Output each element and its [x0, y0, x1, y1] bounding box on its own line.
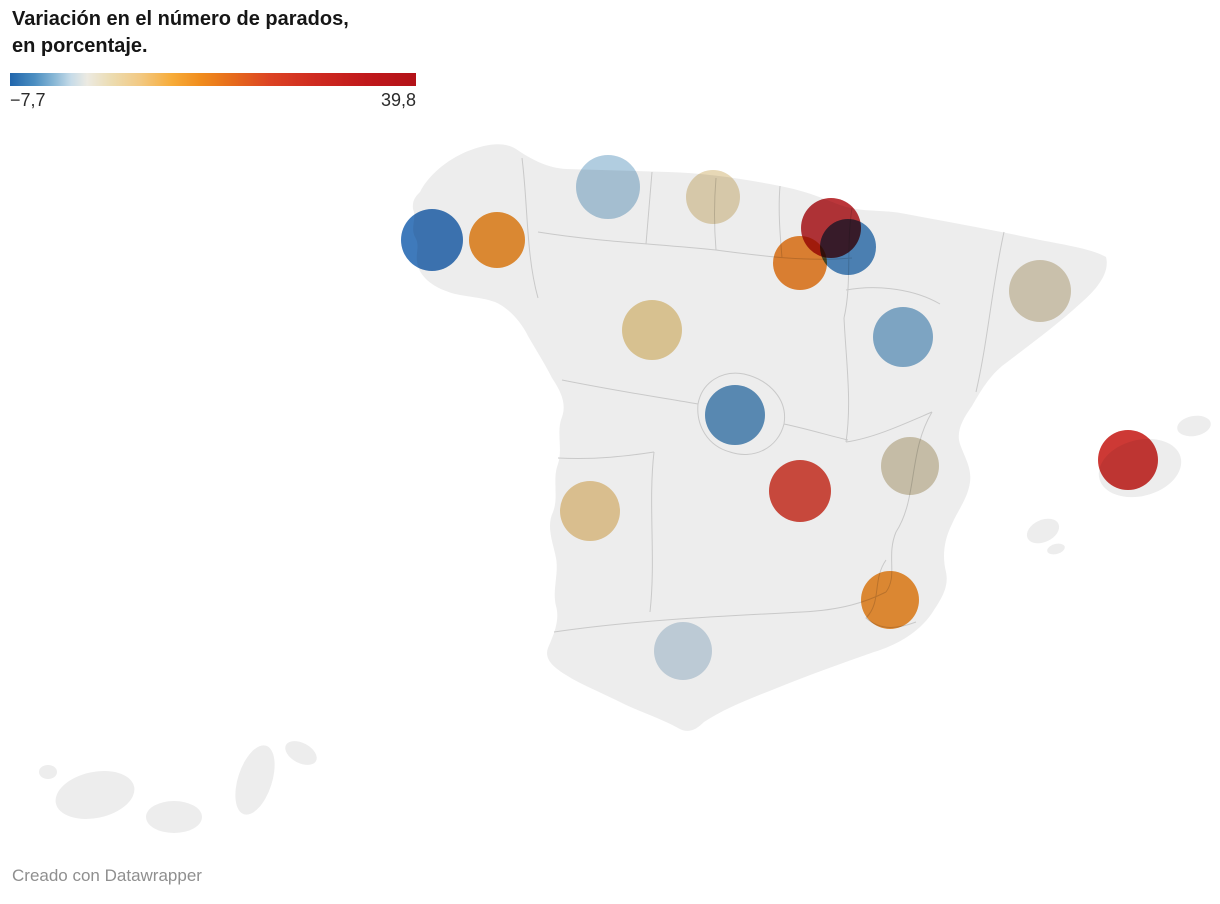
map-symbol-circle-c6[interactable]	[820, 219, 876, 275]
map-symbol-circle-c17[interactable]	[1098, 430, 1158, 490]
canary-island-2	[146, 801, 202, 833]
spain-mainland	[412, 144, 1107, 731]
canary-island-4	[285, 741, 317, 765]
legend-gradient-bar	[10, 73, 416, 86]
map-symbol-circle-c10[interactable]	[622, 300, 682, 360]
map-symbol-circle-c7[interactable]	[773, 236, 827, 290]
symbol-layer	[401, 155, 1158, 680]
legend-max-label: 39,8	[380, 90, 416, 110]
map-symbol-circle-c16[interactable]	[654, 622, 712, 680]
island-ibiza	[1026, 518, 1060, 544]
island-formentera	[1047, 543, 1065, 555]
map-symbol-circle-c4[interactable]	[686, 170, 740, 224]
color-legend: −7,7 39,8	[10, 73, 416, 111]
canary-island-5	[39, 765, 57, 779]
canary-island-1	[55, 771, 135, 819]
map-symbol-circle-c2[interactable]	[469, 212, 525, 268]
chart-title-line-2: en porcentaje.	[12, 35, 148, 57]
map-symbol-circle-c8[interactable]	[873, 307, 933, 367]
legend-labels: −7,7 39,8	[10, 90, 416, 111]
map-symbol-circle-c1[interactable]	[401, 209, 463, 271]
map-symbol-circle-c13[interactable]	[769, 460, 831, 522]
map-symbol-circle-c12[interactable]	[881, 437, 939, 495]
datawrapper-credit[interactable]: Creado con Datawrapper	[12, 866, 202, 885]
map-land-layer	[39, 144, 1211, 833]
chart-title-line-1: Variación en el número de parados,	[12, 8, 349, 30]
island-menorca	[1177, 415, 1211, 437]
map-symbol-circle-c11[interactable]	[705, 385, 765, 445]
map-symbol-circle-c15[interactable]	[861, 571, 919, 629]
map-symbol-circle-c14[interactable]	[560, 481, 620, 541]
map-symbol-circle-c9[interactable]	[1009, 260, 1071, 322]
legend-min-label: −7,7	[10, 90, 46, 110]
chart-header: Variación en el número de parados, en po…	[12, 6, 349, 60]
map-symbol-circle-c3[interactable]	[576, 155, 640, 219]
canary-island-3	[235, 745, 275, 815]
